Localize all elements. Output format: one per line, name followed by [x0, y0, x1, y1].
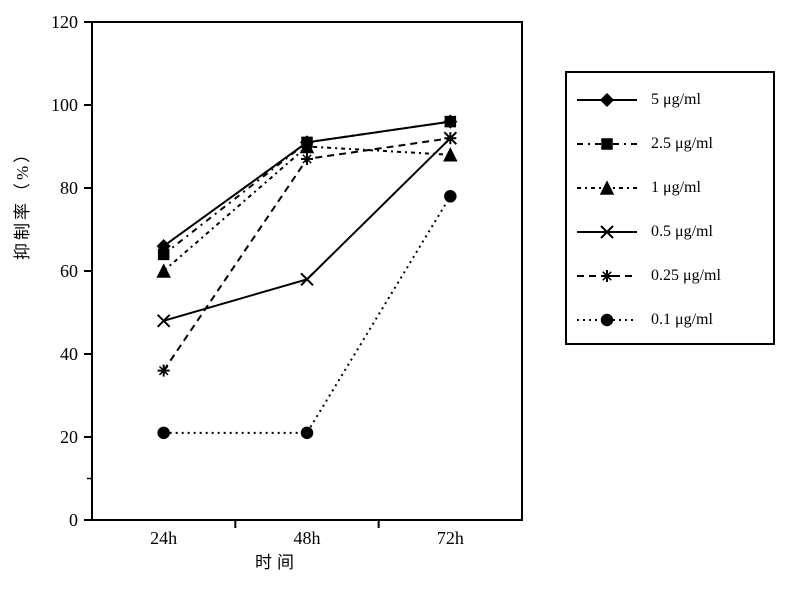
chart-container: 0 20 40 60 80 100 120 24h 48h 72h 抑制率（%） 时间 5 μg/… — [0, 0, 805, 602]
legend-label: 2.5 μg/ml — [651, 135, 713, 153]
legend-label: 0.5 μg/ml — [651, 223, 713, 241]
legend-item: 5 μg/ml — [575, 83, 769, 119]
svg-text:100: 100 — [51, 95, 78, 115]
svg-text:60: 60 — [60, 261, 78, 281]
legend: 5 μg/ml 2.5 μg/ml 1 μg/ml 0.5 μg/ml 0.25 μg/… — [565, 71, 775, 345]
svg-text:20: 20 — [60, 427, 78, 447]
legend-item: 0.1 μg/ml — [575, 303, 769, 339]
legend-item: 1 μg/ml — [575, 171, 769, 207]
x-axis-label: 时间 — [255, 548, 299, 573]
svg-text:0: 0 — [69, 510, 78, 530]
svg-text:80: 80 — [60, 178, 78, 198]
legend-item: 2.5 μg/ml — [575, 127, 769, 163]
y-axis-label: 抑制率（%） — [8, 143, 33, 260]
svg-text:40: 40 — [60, 344, 78, 364]
svg-text:72h: 72h — [437, 528, 464, 548]
legend-label: 5 μg/ml — [651, 91, 701, 109]
legend-item: 0.5 μg/ml — [575, 215, 769, 251]
legend-label: 0.1 μg/ml — [651, 311, 713, 329]
svg-text:48h: 48h — [294, 528, 321, 548]
legend-label: 0.25 μg/ml — [651, 267, 721, 285]
legend-item: 0.25 μg/ml — [575, 259, 769, 295]
legend-label: 1 μg/ml — [651, 179, 701, 197]
svg-text:24h: 24h — [150, 528, 177, 548]
svg-text:120: 120 — [51, 12, 78, 32]
